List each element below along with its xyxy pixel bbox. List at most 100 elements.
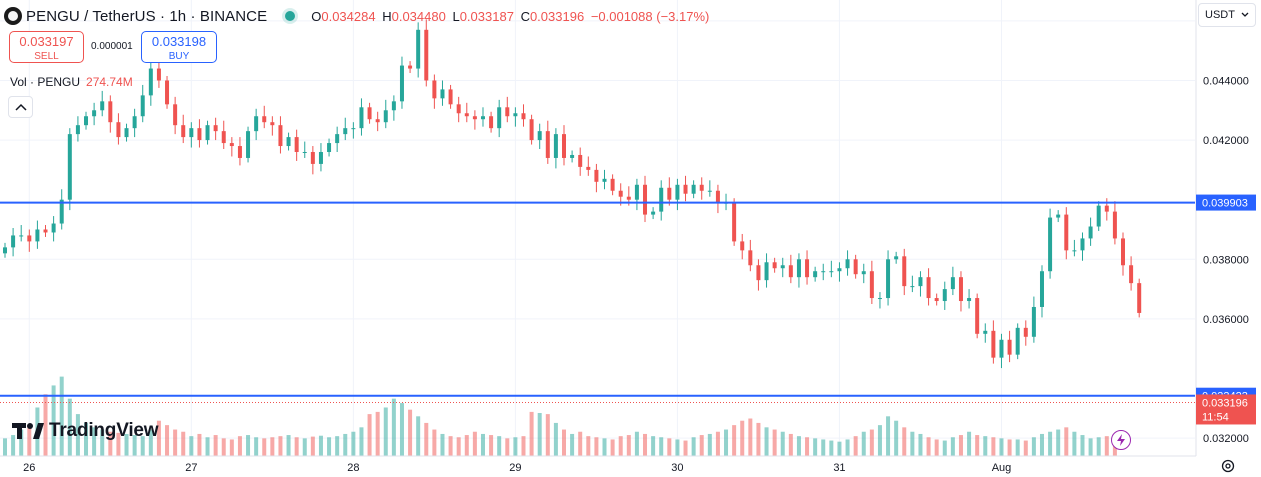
candle-body bbox=[999, 339, 1004, 358]
horizontal-price-lines[interactable] bbox=[0, 201, 1195, 403]
candle-body bbox=[610, 178, 615, 191]
candle-body bbox=[197, 128, 202, 141]
candle bbox=[343, 117, 348, 141]
candle-body bbox=[3, 247, 7, 254]
candlesticks bbox=[3, 19, 1142, 369]
candle bbox=[254, 108, 259, 141]
candle-body bbox=[1072, 250, 1077, 252]
volume-bar bbox=[1039, 433, 1044, 456]
volume-bar bbox=[813, 438, 818, 456]
volume-bar bbox=[432, 429, 437, 456]
volume-bar bbox=[84, 422, 89, 456]
candle bbox=[715, 184, 720, 214]
candle-body bbox=[958, 277, 963, 302]
time-axis[interactable]: 26 27 28 29 30 31 Aug bbox=[0, 455, 1196, 474]
candle bbox=[1007, 330, 1012, 363]
volume-bar bbox=[958, 435, 963, 456]
volume-bar bbox=[845, 439, 850, 456]
candle bbox=[456, 96, 461, 123]
volume-bar bbox=[505, 438, 510, 456]
candle-body bbox=[399, 65, 404, 102]
candle bbox=[383, 99, 388, 129]
candle bbox=[165, 76, 170, 109]
lightning-icon[interactable] bbox=[1111, 430, 1131, 450]
candle-body bbox=[116, 122, 121, 138]
candle-body bbox=[570, 154, 575, 158]
candle-body bbox=[829, 271, 834, 273]
volume-bar bbox=[302, 438, 307, 456]
candle-body bbox=[221, 131, 226, 144]
volume-label: Vol · PENGU bbox=[10, 75, 81, 89]
volume-bar bbox=[278, 436, 283, 456]
candle-body bbox=[853, 259, 858, 275]
candle-body bbox=[918, 277, 923, 287]
candle-body bbox=[1137, 283, 1142, 313]
tradingview-watermark: TradingView bbox=[12, 420, 159, 442]
candle-body bbox=[181, 125, 186, 138]
candle bbox=[237, 137, 242, 166]
volume-bar bbox=[197, 433, 202, 456]
volume-bar bbox=[294, 437, 299, 456]
candle bbox=[302, 141, 307, 158]
time-tick-label: 31 bbox=[833, 462, 845, 474]
volume-bar bbox=[1015, 439, 1020, 456]
volume-bar bbox=[537, 413, 542, 456]
candle-body bbox=[1080, 238, 1085, 251]
currency-select[interactable]: USDT bbox=[1198, 3, 1256, 27]
symbol-title[interactable]: PENGU / TetherUS · 1h · BINANCE bbox=[26, 7, 268, 25]
candle-body bbox=[1056, 214, 1061, 218]
candle bbox=[270, 116, 275, 136]
sell-button[interactable]: 0.033197 SELL bbox=[9, 31, 84, 63]
collapse-legend-button[interactable] bbox=[8, 96, 33, 118]
candle-body bbox=[229, 143, 234, 147]
volume-bar bbox=[553, 422, 558, 456]
candle bbox=[1096, 201, 1101, 231]
volume-bar bbox=[221, 438, 226, 456]
buy-button[interactable]: 0.033198 BUY bbox=[141, 31, 217, 63]
candle bbox=[821, 263, 826, 281]
candle-body bbox=[991, 330, 996, 358]
candle bbox=[464, 102, 469, 123]
gear-icon[interactable] bbox=[1220, 458, 1236, 474]
candle-body bbox=[626, 196, 631, 200]
volume-bar bbox=[894, 420, 899, 456]
candle-body bbox=[545, 131, 550, 158]
market-open-status-icon[interactable] bbox=[285, 11, 296, 21]
candle-body bbox=[327, 143, 332, 152]
pengu-logo-icon bbox=[4, 7, 22, 25]
candle bbox=[756, 259, 761, 291]
candle bbox=[683, 175, 688, 202]
candle-body bbox=[643, 184, 648, 215]
volume-bar bbox=[780, 431, 785, 456]
candle-body bbox=[1048, 217, 1053, 272]
candle bbox=[553, 128, 558, 169]
candle-body bbox=[132, 116, 137, 129]
candle-body bbox=[594, 169, 599, 182]
candle-body bbox=[351, 128, 356, 130]
candle-body bbox=[165, 80, 170, 105]
volume-bar bbox=[181, 431, 186, 456]
volume-bar bbox=[1007, 439, 1012, 456]
candle bbox=[1112, 201, 1117, 245]
volume-bar bbox=[480, 433, 485, 456]
candle-body bbox=[489, 116, 494, 129]
candle bbox=[1048, 208, 1053, 279]
volume-bar bbox=[27, 425, 32, 456]
candle-body bbox=[926, 277, 931, 299]
candle-body bbox=[278, 125, 283, 147]
line-price-label: 0.039903 bbox=[1202, 198, 1248, 210]
price-axis[interactable]: 0.0460000.0440000.0420000.0380000.036000… bbox=[1195, 0, 1261, 477]
candle bbox=[562, 125, 566, 166]
candle-body bbox=[869, 271, 874, 299]
candle bbox=[1056, 210, 1061, 223]
candle bbox=[894, 251, 899, 264]
candle bbox=[351, 122, 356, 139]
volume-bar bbox=[991, 437, 996, 456]
candle-body bbox=[886, 259, 891, 299]
volume-value: 274.74M bbox=[86, 75, 133, 89]
volume-bar bbox=[108, 431, 113, 456]
volume-bar bbox=[513, 437, 518, 456]
ohlc-values: O0.034284 H0.034480 L0.033187 C0.033196 … bbox=[311, 8, 710, 24]
candle bbox=[796, 253, 801, 288]
